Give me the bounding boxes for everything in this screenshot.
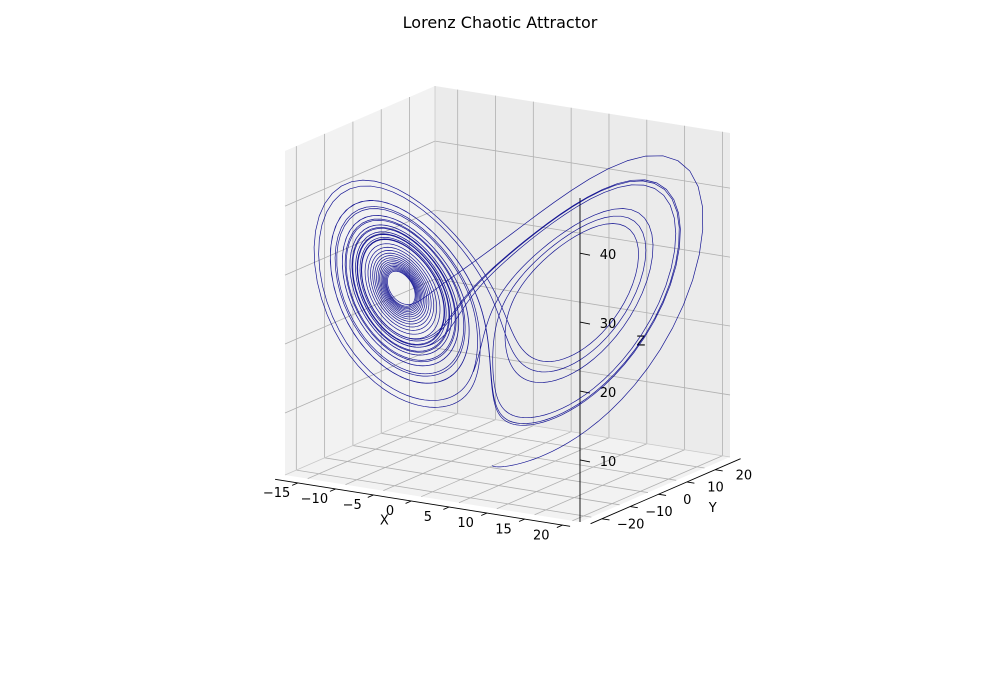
x-tick-mark — [556, 524, 563, 528]
y-tick-mark — [686, 481, 695, 484]
left-pane — [285, 86, 435, 475]
z-tick-mark — [579, 252, 591, 256]
grid-z-back — [434, 347, 731, 396]
chart-title: Lorenz Chaotic Attractor — [402, 13, 598, 32]
grid-y-floor — [381, 432, 677, 481]
x-tick-mark — [291, 482, 298, 486]
x-axis-label: X — [380, 513, 389, 528]
x-axis-line — [275, 478, 571, 527]
grid-y-floor — [296, 469, 592, 518]
y-tick-mark — [601, 518, 610, 521]
x-tick-mark — [405, 500, 412, 504]
y-tick-label: 0 — [683, 493, 691, 508]
pane-edge — [284, 409, 436, 476]
x-tick-mark — [443, 506, 450, 510]
grid-z-left — [284, 140, 436, 207]
x-tick-mark — [329, 488, 336, 492]
z-tick-mark — [579, 459, 591, 463]
z-tick-mark — [579, 321, 591, 325]
y-tick-mark — [658, 493, 667, 496]
grid-z-back — [434, 140, 731, 189]
x-tick-mark — [367, 494, 374, 498]
x-tick-label: 0 — [386, 504, 394, 519]
x-tick-label: 10 — [457, 516, 474, 531]
y-tick-label: −10 — [645, 505, 672, 520]
x-tick-mark — [481, 512, 488, 516]
grid-z-back — [434, 278, 731, 327]
x-tick-label: −10 — [301, 492, 328, 507]
back-pane — [435, 86, 730, 457]
grid-y-floor — [352, 445, 648, 493]
x-tick-label: 20 — [533, 528, 550, 543]
grid-z-back — [434, 209, 731, 258]
y-tick-label: 20 — [736, 468, 753, 483]
y-tick-mark — [715, 469, 723, 472]
grid-z-left — [284, 278, 436, 345]
x-tick-label: 5 — [424, 510, 432, 525]
y-tick-label: −20 — [617, 517, 644, 532]
grid-y-floor — [324, 457, 620, 506]
y-axis-label: Y — [708, 501, 717, 516]
grid-y-floor — [409, 420, 705, 469]
z-tick-label: 20 — [600, 386, 617, 401]
y-tick-label: 10 — [707, 481, 724, 496]
x-tick-label: −15 — [263, 486, 290, 501]
x-tick-label: 15 — [495, 522, 512, 537]
z-tick-label: 40 — [600, 248, 617, 263]
x-tick-label: −5 — [343, 498, 362, 513]
lorenz-trajectory-line — [313, 155, 704, 468]
axis-panes — [285, 86, 730, 522]
y-tick-mark — [630, 506, 638, 509]
z-tick-label: 10 — [600, 455, 617, 470]
x-tick-mark — [518, 518, 525, 522]
